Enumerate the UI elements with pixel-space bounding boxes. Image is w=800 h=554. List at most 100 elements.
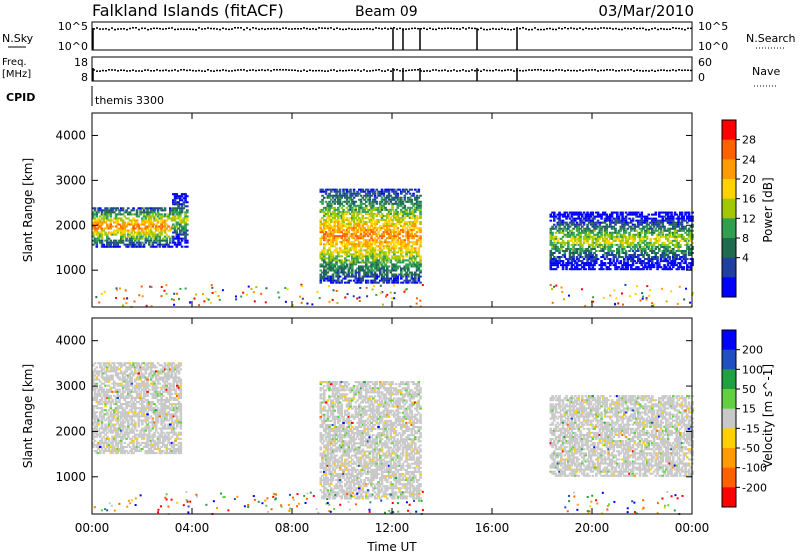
data-cell bbox=[389, 188, 393, 191]
data-cell bbox=[359, 227, 363, 230]
data-cell bbox=[338, 267, 342, 270]
data-cell bbox=[609, 294, 612, 297]
data-cell bbox=[102, 452, 106, 455]
data-cell bbox=[630, 211, 633, 214]
data-cell bbox=[659, 221, 663, 224]
data-cell bbox=[368, 247, 372, 250]
data-cell bbox=[382, 279, 386, 282]
data-cell bbox=[574, 239, 577, 242]
data-cell bbox=[333, 225, 337, 228]
data-cell bbox=[123, 235, 127, 238]
data-cell bbox=[160, 295, 163, 298]
data-cell bbox=[380, 292, 383, 295]
data-cell bbox=[175, 229, 179, 232]
data-cell bbox=[603, 231, 607, 234]
nsky-point bbox=[507, 28, 509, 31]
data-cell bbox=[373, 192, 377, 195]
data-cell bbox=[649, 249, 652, 252]
data-cell bbox=[100, 370, 104, 373]
data-cell bbox=[630, 237, 633, 240]
data-cell bbox=[342, 204, 345, 207]
data-cell bbox=[631, 254, 635, 257]
data-cell bbox=[558, 211, 561, 214]
data-cell bbox=[415, 198, 419, 201]
data-cell bbox=[408, 223, 412, 226]
data-cell bbox=[414, 251, 417, 254]
data-cell bbox=[408, 279, 412, 282]
data-cell bbox=[211, 291, 214, 294]
data-cell bbox=[408, 235, 412, 238]
data-cell bbox=[391, 273, 394, 276]
data-cell bbox=[384, 259, 387, 262]
data-cell bbox=[396, 198, 400, 201]
data-cell bbox=[403, 269, 407, 272]
freq-point bbox=[174, 69, 176, 71]
data-cell bbox=[677, 249, 680, 252]
data-cell bbox=[245, 293, 248, 296]
data-cell bbox=[93, 450, 97, 453]
data-cell bbox=[603, 251, 607, 255]
nsky-point bbox=[669, 28, 671, 31]
data-cell bbox=[321, 229, 324, 232]
nsky-tick-low: 10^0 bbox=[58, 40, 88, 53]
data-cell bbox=[182, 225, 186, 228]
data-cell bbox=[97, 388, 100, 391]
data-cell bbox=[630, 241, 633, 244]
data-cell bbox=[120, 239, 123, 242]
data-cell bbox=[359, 233, 363, 236]
data-cell bbox=[403, 221, 407, 224]
freq-point bbox=[228, 70, 230, 72]
data-cell bbox=[572, 254, 575, 257]
data-cell bbox=[672, 249, 675, 252]
nsky-point bbox=[684, 28, 686, 31]
data-cell bbox=[591, 256, 595, 259]
data-cell bbox=[386, 279, 389, 282]
data-cell bbox=[160, 239, 163, 242]
data-cell bbox=[175, 221, 179, 224]
data-cell bbox=[102, 401, 106, 404]
data-cell bbox=[658, 211, 661, 214]
data-cell bbox=[591, 217, 595, 220]
nsky-point bbox=[498, 28, 500, 31]
data-cell bbox=[323, 225, 326, 228]
freq-point bbox=[141, 70, 143, 72]
data-cell bbox=[619, 233, 623, 236]
data-cell bbox=[328, 277, 331, 280]
data-cell bbox=[321, 188, 324, 191]
data-cell bbox=[160, 219, 163, 222]
data-cell bbox=[558, 217, 561, 220]
data-cell bbox=[645, 262, 649, 265]
data-cell bbox=[556, 241, 560, 244]
data-cell bbox=[363, 210, 366, 213]
data-cell bbox=[637, 256, 640, 259]
data-cell bbox=[595, 258, 598, 261]
data-cell bbox=[556, 260, 560, 263]
freq-point bbox=[624, 69, 626, 72]
data-cell bbox=[391, 190, 394, 193]
data-cell bbox=[111, 211, 114, 214]
data-cell bbox=[356, 229, 359, 232]
nsky-point bbox=[474, 27, 476, 30]
data-cell bbox=[340, 221, 344, 224]
data-cell bbox=[377, 269, 380, 272]
data-cell bbox=[338, 210, 342, 213]
data-cell bbox=[107, 231, 111, 234]
data-cell bbox=[373, 239, 377, 242]
data-cell bbox=[179, 209, 182, 212]
data-cell bbox=[390, 297, 393, 300]
data-cell bbox=[408, 188, 412, 191]
data-cell bbox=[384, 229, 387, 232]
data-cell bbox=[331, 263, 335, 266]
data-cell bbox=[574, 223, 577, 226]
data-cell bbox=[149, 209, 153, 212]
data-cell bbox=[372, 263, 375, 266]
data-cell bbox=[321, 277, 324, 280]
data-cell bbox=[668, 219, 672, 222]
data-cell bbox=[415, 214, 419, 217]
data-cell bbox=[609, 223, 612, 226]
data-cell bbox=[666, 213, 670, 216]
data-cell bbox=[686, 264, 689, 267]
data-cell bbox=[417, 267, 421, 270]
data-cell bbox=[107, 447, 111, 451]
data-cell bbox=[139, 207, 142, 210]
